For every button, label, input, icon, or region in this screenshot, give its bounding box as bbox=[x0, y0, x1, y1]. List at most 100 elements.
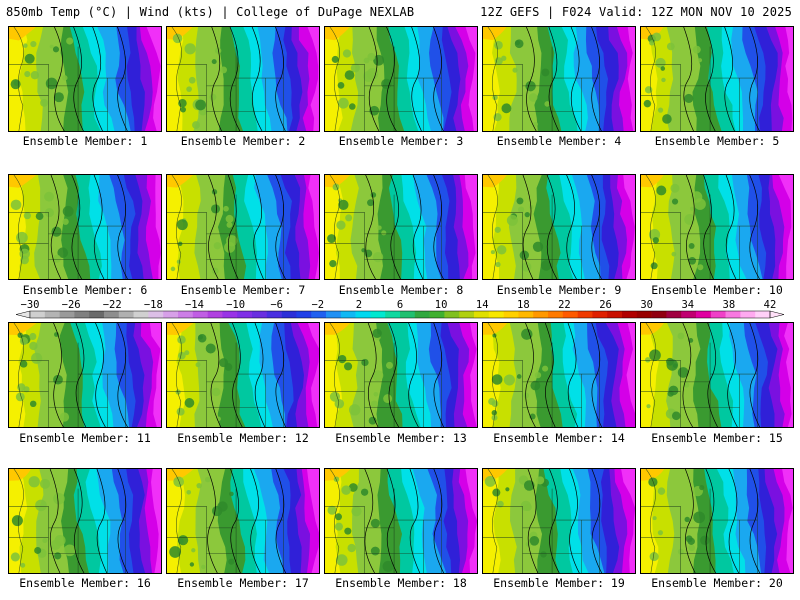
model-run-info: 12Z GEFS | F024 Valid: 12Z MON NOV 10 20… bbox=[480, 5, 792, 19]
temperature-band bbox=[307, 323, 319, 427]
colorbar-tick-label: −6 bbox=[270, 299, 283, 311]
ensemble-member-label: Ensemble Member: 20 bbox=[651, 576, 783, 590]
colorbar-tick-label: −18 bbox=[144, 299, 163, 311]
contour-line bbox=[211, 27, 222, 131]
temperature-band bbox=[775, 27, 793, 131]
ensemble-member-label: Ensemble Member: 17 bbox=[177, 576, 309, 590]
state-border bbox=[645, 27, 656, 131]
state-border bbox=[167, 211, 237, 235]
ensemble-member-panel bbox=[166, 322, 320, 428]
colorbar-swatch bbox=[74, 311, 90, 318]
state-border bbox=[13, 27, 24, 131]
contour-line bbox=[725, 175, 737, 279]
temperature-band bbox=[149, 323, 161, 427]
contour-line bbox=[53, 323, 64, 427]
contour-line bbox=[527, 469, 539, 573]
colorbar-tick-label: 18 bbox=[517, 299, 530, 311]
contour-line bbox=[705, 469, 717, 573]
ensemble-member-panel bbox=[640, 322, 794, 428]
contour-line bbox=[591, 175, 602, 279]
state-border bbox=[483, 63, 553, 87]
ensemble-member-label: Ensemble Member: 12 bbox=[177, 431, 309, 445]
temperature-map bbox=[483, 323, 635, 427]
colorbar-swatch bbox=[400, 311, 416, 318]
colorbar-swatch bbox=[622, 311, 638, 318]
temperature-map bbox=[641, 469, 793, 573]
contour-line bbox=[390, 175, 401, 279]
temperature-map bbox=[483, 469, 635, 573]
state-border bbox=[171, 323, 182, 427]
contour-line bbox=[254, 323, 266, 427]
contour-line bbox=[682, 323, 693, 427]
contour-line bbox=[117, 27, 128, 131]
ensemble-member-panel bbox=[640, 468, 794, 574]
ensemble-member-label: Ensemble Member: 16 bbox=[19, 576, 151, 590]
contour-line bbox=[229, 27, 241, 131]
contour-line bbox=[73, 27, 84, 131]
state-border bbox=[171, 175, 182, 279]
colorbar-swatch bbox=[296, 311, 312, 318]
colorbar-tick-label: −26 bbox=[62, 299, 81, 311]
contour-line bbox=[749, 175, 760, 279]
contour-line bbox=[368, 27, 380, 131]
ensemble-member-panel bbox=[324, 26, 478, 132]
ensemble-member-panel bbox=[8, 322, 162, 428]
temperature-map bbox=[483, 175, 635, 279]
temperature-band bbox=[782, 469, 793, 573]
state-border bbox=[487, 175, 498, 279]
temperature-band bbox=[146, 27, 161, 131]
colorbar-swatch bbox=[696, 311, 712, 318]
colorbar-swatch bbox=[459, 311, 475, 318]
temperature-band bbox=[621, 469, 635, 573]
state-border bbox=[641, 505, 711, 529]
contour-line bbox=[275, 175, 286, 279]
colorbar-swatch bbox=[163, 311, 179, 318]
ensemble-member-panel bbox=[640, 174, 794, 280]
state-border bbox=[171, 469, 182, 573]
contour-line bbox=[684, 469, 696, 573]
contour-line bbox=[433, 323, 444, 427]
colorbar-swatch bbox=[30, 311, 46, 318]
state-border bbox=[329, 175, 340, 279]
state-border bbox=[167, 63, 237, 87]
contour-line bbox=[522, 175, 534, 279]
colorbar-swatch bbox=[429, 311, 445, 318]
temperature-map bbox=[483, 27, 635, 131]
state-border bbox=[325, 359, 395, 383]
colorbar-tick-label: 14 bbox=[476, 299, 489, 311]
temperature-map bbox=[167, 175, 319, 279]
ensemble-member-label: Ensemble Member: 6 bbox=[22, 283, 148, 297]
colorbar-tick-label: 10 bbox=[435, 299, 448, 311]
state-border bbox=[329, 469, 340, 573]
colorbar-swatch bbox=[340, 311, 356, 318]
temperature-band bbox=[465, 27, 477, 131]
ensemble-member-label: Ensemble Member: 8 bbox=[338, 283, 464, 297]
ensemble-member-panel bbox=[166, 468, 320, 574]
colorbar-swatch bbox=[651, 311, 667, 318]
colorbar-swatch bbox=[414, 311, 430, 318]
contour-line bbox=[253, 175, 264, 279]
colorbar-tick-label: 22 bbox=[558, 299, 571, 311]
colorbar-swatch bbox=[725, 311, 741, 318]
state-border bbox=[641, 63, 711, 87]
colorbar-swatch bbox=[444, 311, 460, 318]
colorbar-tick-label: 38 bbox=[723, 299, 736, 311]
temperature-map bbox=[9, 469, 161, 573]
state-border bbox=[487, 469, 498, 573]
state-border bbox=[483, 505, 553, 529]
temperature-band bbox=[626, 323, 635, 427]
state-border bbox=[641, 211, 711, 235]
contour-line bbox=[546, 175, 558, 279]
state-border bbox=[167, 359, 237, 383]
state-border bbox=[9, 63, 79, 87]
contour-line bbox=[685, 175, 697, 279]
ensemble-member-panel bbox=[166, 174, 320, 280]
contour-line bbox=[728, 469, 740, 573]
state-border bbox=[9, 211, 79, 235]
contour-line bbox=[591, 323, 602, 427]
temperature-map bbox=[641, 323, 793, 427]
colorbar-swatch bbox=[385, 311, 401, 318]
ensemble-member-label: Ensemble Member: 13 bbox=[335, 431, 467, 445]
contour-line bbox=[92, 27, 103, 131]
contour-line bbox=[683, 27, 694, 131]
